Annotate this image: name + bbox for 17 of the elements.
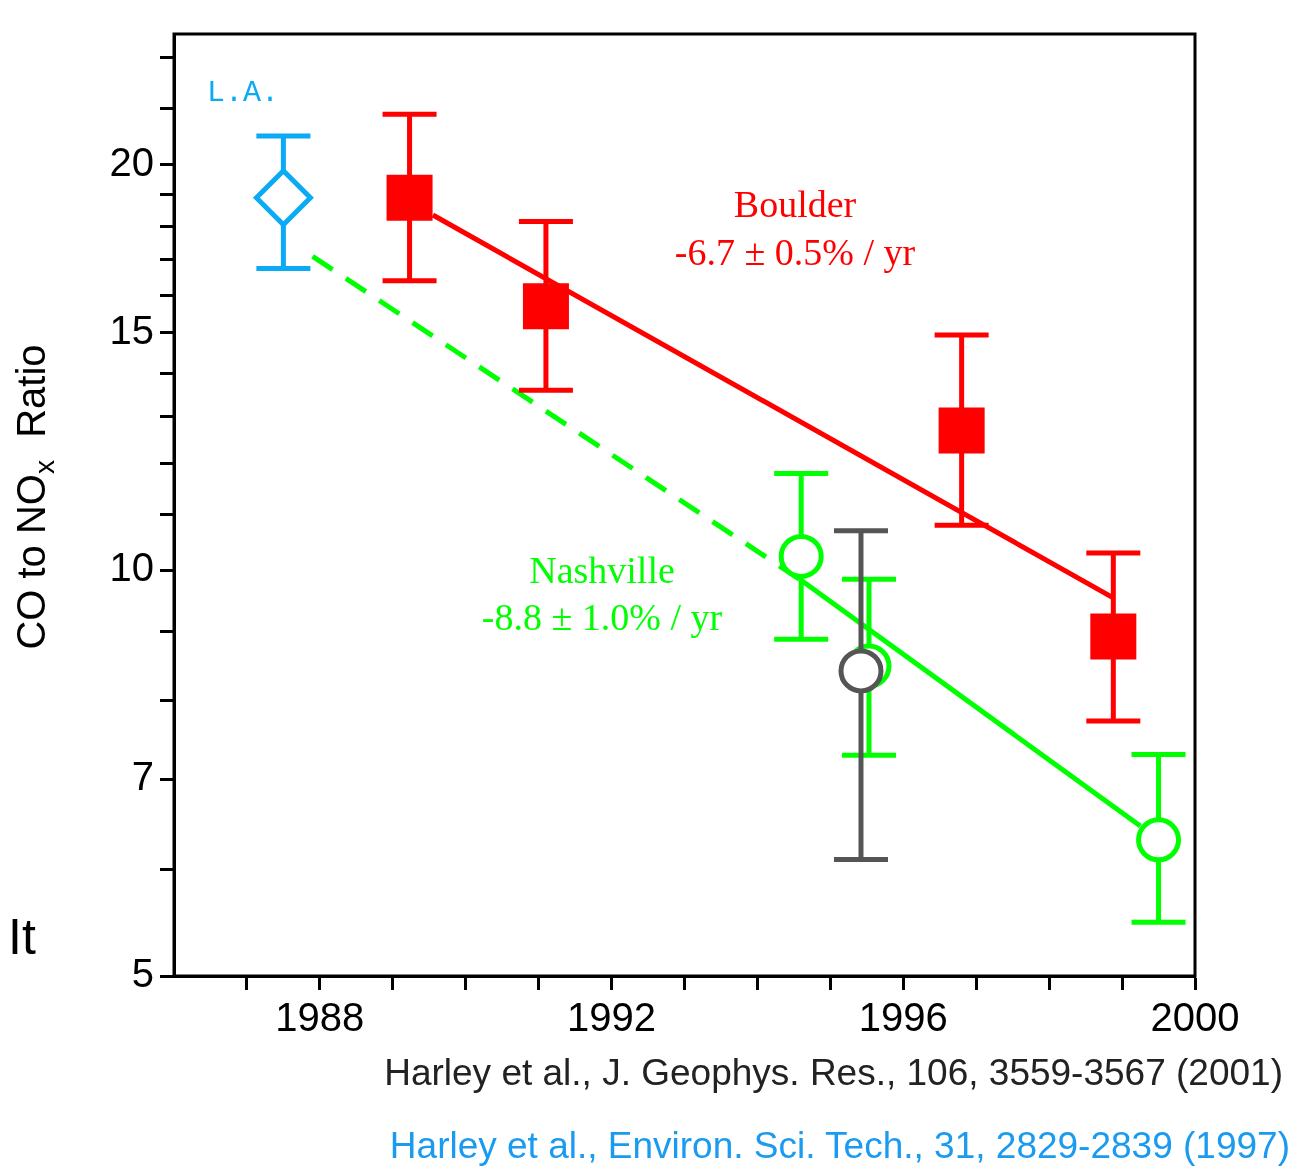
text: Nashville [529,548,675,591]
annotation: -6.7 ± 0.5% / yr [674,230,916,273]
text: Harley et al., Environ. Sci. Tech., 31, 2829-2839 (1997) [389,1125,1290,1167]
text: Harley et al., J. Geophys. Res., 106, 3559-3567 (2001) [384,1052,1283,1094]
text: Boulder [733,182,857,225]
x-tick-label: 2000 [1150,995,1240,1040]
x-tick-label: 1996 [858,995,948,1040]
y-tick-label: 10 [109,545,154,590]
y-tick-label: 20 [109,139,154,184]
x-tick-label: 1988 [275,995,365,1040]
y-tick-label: 5 [131,951,154,996]
annotation: -8.8 ± 1.0% / yr [481,595,723,638]
y-tick-label: 7 [131,754,154,799]
y-tick-label: 15 [109,308,154,353]
x-tick-label: 1992 [567,995,657,1040]
text: L.A. [206,75,280,110]
text: It [8,908,36,965]
